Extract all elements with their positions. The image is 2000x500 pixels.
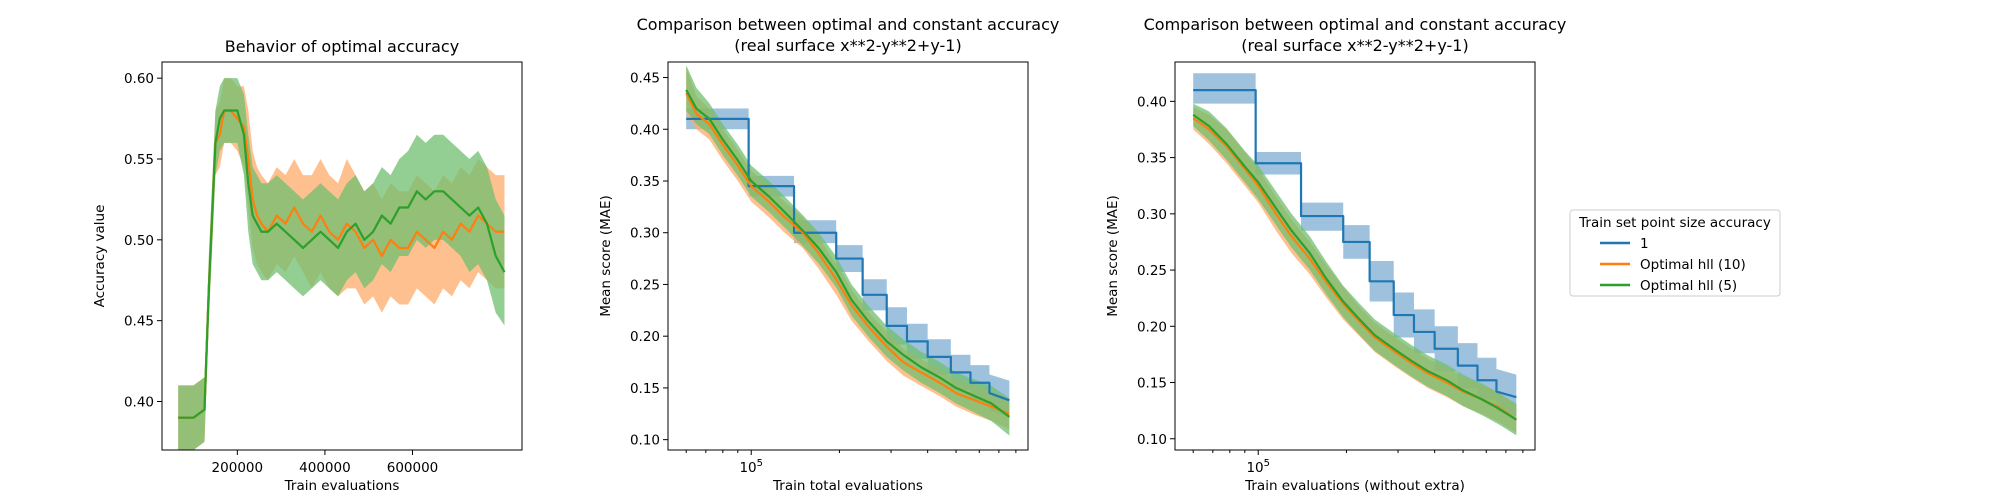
chart-title-line: Behavior of optimal accuracy [225,37,459,56]
y-tick-label: 0.20 [630,329,660,345]
series-line-1 [686,117,1010,402]
plot-frame [161,61,523,451]
chart-title-line: Comparison between optimal and constant … [637,15,1060,34]
y-axis-label: Mean score (MAE) [598,195,614,317]
y-tick-label: 0.55 [124,152,154,168]
chart-title-line: (real surface x**2-y**2+y-1) [734,36,961,55]
confidence-band-optimal-hll-5 [1193,103,1517,436]
y-axis-label: Accuracy value [92,205,108,308]
legend-frame [1569,209,1781,297]
chart-panel-accuracy: 0.40 0.45 0.50 0.55 0.60 200000 400000 600000 Tr… [92,37,523,494]
plot-frame [1174,61,1536,451]
legend-label-optimal-5: Optimal hll (5) [1640,278,1737,294]
y-tick-label: 0.10 [1137,432,1167,448]
y-tick-label: 0.40 [1137,94,1167,110]
legend: Train set point size accuracy 1 Optimal … [1569,209,1781,297]
plot-area [685,65,1011,436]
series-line-optimal-hll-10 [1192,117,1517,421]
y-tick-label: 0.40 [124,395,154,411]
x-axis-label: Train evaluations [284,478,400,494]
x-tick-label: 105 [1246,458,1270,476]
y-tick-label: 0.25 [1137,263,1167,279]
legend-label-1: 1 [1640,236,1649,252]
series-line-optimal-hll-5 [685,89,1011,418]
chart-title-line: (real surface x**2-y**2+y-1) [1241,36,1468,55]
y-tick-label: 0.15 [1137,376,1167,392]
x-axis-label: Train total evaluations [772,478,923,494]
chart-panel-evaluations-without-extra: 0.10 0.15 0.20 0.25 0.30 0.35 0.40 105 Train eva… [1105,15,1566,494]
y-tick-label: 0.40 [630,122,660,138]
series-line-optimal-hll-10 [685,92,1010,415]
y-tick-label: 0.20 [1137,319,1167,335]
series-line-optimal-hll-5 [1192,113,1517,421]
series-line-optimal-hll-5 [178,109,506,419]
plot-frame [667,61,1029,451]
confidence-band-1 [1193,73,1517,417]
y-tick-label: 0.50 [124,233,154,249]
confidence-band-optimal-hll-5 [178,78,505,450]
x-tick-label: 105 [739,458,763,476]
y-tick-label: 0.35 [630,174,660,190]
y-tick-label: 0.30 [630,226,660,242]
y-tick-label: 0.30 [1137,207,1167,223]
chart-panel-total-evaluations: 0.10 0.15 0.20 0.25 0.30 0.35 0.40 0.45 105 Train… [598,15,1059,494]
chart-title-line: Comparison between optimal and constant … [1144,15,1567,34]
x-tick-label: 600000 [387,460,439,476]
y-tick-label: 0.15 [630,381,660,397]
legend-title: Train set point size accuracy [1578,215,1771,231]
y-tick-label: 0.35 [1137,151,1167,167]
plot-area [1192,73,1517,436]
legend-label-optimal-10: Optimal hll (10) [1640,257,1746,273]
series-line-1 [1193,89,1517,399]
y-tick-label: 0.10 [630,433,660,449]
x-tick-label: 400000 [299,460,351,476]
y-tick-label: 0.25 [630,277,660,293]
y-tick-label: 0.60 [124,71,154,87]
x-axis-label: Train evaluations (without extra) [1244,478,1465,494]
y-tick-label: 0.45 [124,314,154,330]
plot-area [178,78,506,450]
x-tick-label: 200000 [212,460,264,476]
y-axis-label: Mean score (MAE) [1105,195,1121,317]
confidence-band-optimal-hll-5 [686,65,1010,436]
y-tick-label: 0.45 [630,71,660,87]
